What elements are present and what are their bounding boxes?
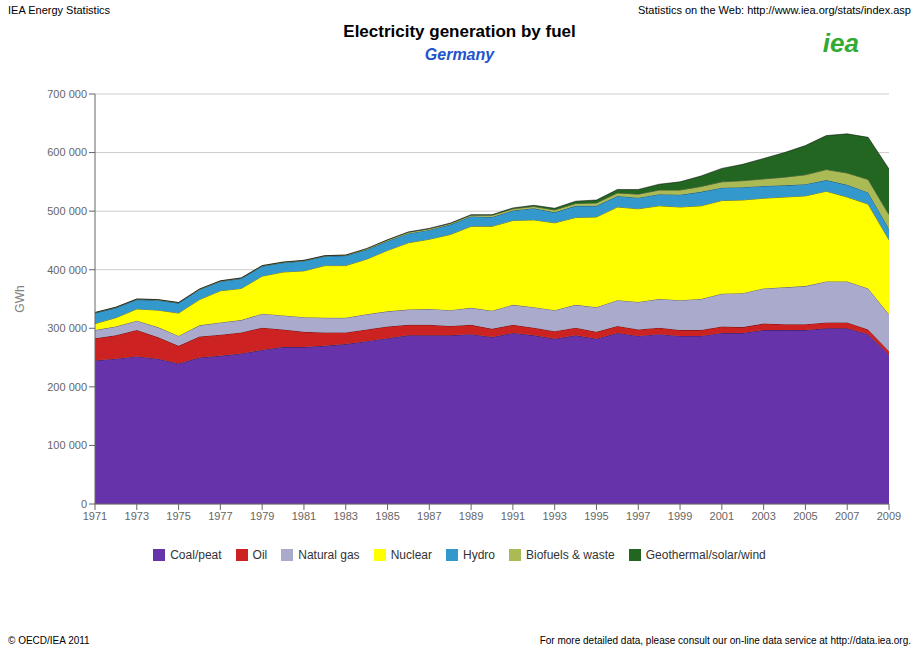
- svg-text:1977: 1977: [208, 510, 232, 522]
- html-text:Statistics on the Web: http://: Statistics on the Web: http://www.iea.or…: [637, 4, 911, 16]
- svg-text:1983: 1983: [333, 510, 357, 522]
- html-text:© OECD/IEA 2011: © OECD/IEA 2011: [8, 635, 90, 646]
- svg-text:1989: 1989: [459, 510, 483, 522]
- svg-text:2007: 2007: [835, 510, 859, 522]
- html-text:IEA Energy Statistics: IEA Energy Statistics: [8, 4, 111, 16]
- html-text:Nuclear: Nuclear: [390, 548, 432, 562]
- html-text:Hydro: Hydro: [463, 548, 495, 562]
- html-text:Germany: Germany: [424, 46, 495, 63]
- svg-text:100 000: 100 000: [47, 439, 87, 451]
- svg-text:2001: 2001: [710, 510, 734, 522]
- svg-text:500 000: 500 000: [47, 205, 87, 217]
- svg-text:1995: 1995: [584, 510, 608, 522]
- html-text:Electricity generation by fuel: Electricity generation by fuel: [343, 22, 576, 41]
- svg-text:2003: 2003: [751, 510, 775, 522]
- svg-text:1981: 1981: [292, 510, 316, 522]
- svg-text:1987: 1987: [417, 510, 441, 522]
- svg-text:400 000: 400 000: [47, 264, 87, 276]
- svg-text:2009: 2009: [877, 510, 901, 522]
- html-text:Coal/peat: Coal/peat: [170, 548, 222, 562]
- svg-text:GWh: GWh: [13, 285, 27, 312]
- svg-text:1993: 1993: [542, 510, 566, 522]
- html-text:Geothermal/solar/wind: Geothermal/solar/wind: [645, 548, 766, 562]
- html-text:Biofuels & waste: Biofuels & waste: [526, 548, 615, 562]
- html-text:Natural gas: Natural gas: [298, 548, 360, 562]
- svg-text:1979: 1979: [250, 510, 274, 522]
- html-text:iea: iea: [822, 28, 859, 58]
- html-text:Oil: Oil: [252, 548, 268, 562]
- svg-text:200 000: 200 000: [47, 381, 87, 393]
- svg-text:1975: 1975: [166, 510, 190, 522]
- svg-text:2005: 2005: [793, 510, 817, 522]
- svg-text:1971: 1971: [83, 510, 107, 522]
- svg-text:1997: 1997: [626, 510, 650, 522]
- svg-text:1991: 1991: [501, 510, 525, 522]
- svg-text:0: 0: [81, 498, 87, 510]
- svg-text:600 000: 600 000: [47, 146, 87, 158]
- svg-text:300 000: 300 000: [47, 322, 87, 334]
- svg-text:1985: 1985: [375, 510, 399, 522]
- svg-text:700 000: 700 000: [47, 88, 87, 100]
- html-text:For more detailed data, please: For more detailed data, please consult o…: [539, 635, 911, 646]
- svg-text:1973: 1973: [125, 510, 149, 522]
- svg-text:1999: 1999: [668, 510, 692, 522]
